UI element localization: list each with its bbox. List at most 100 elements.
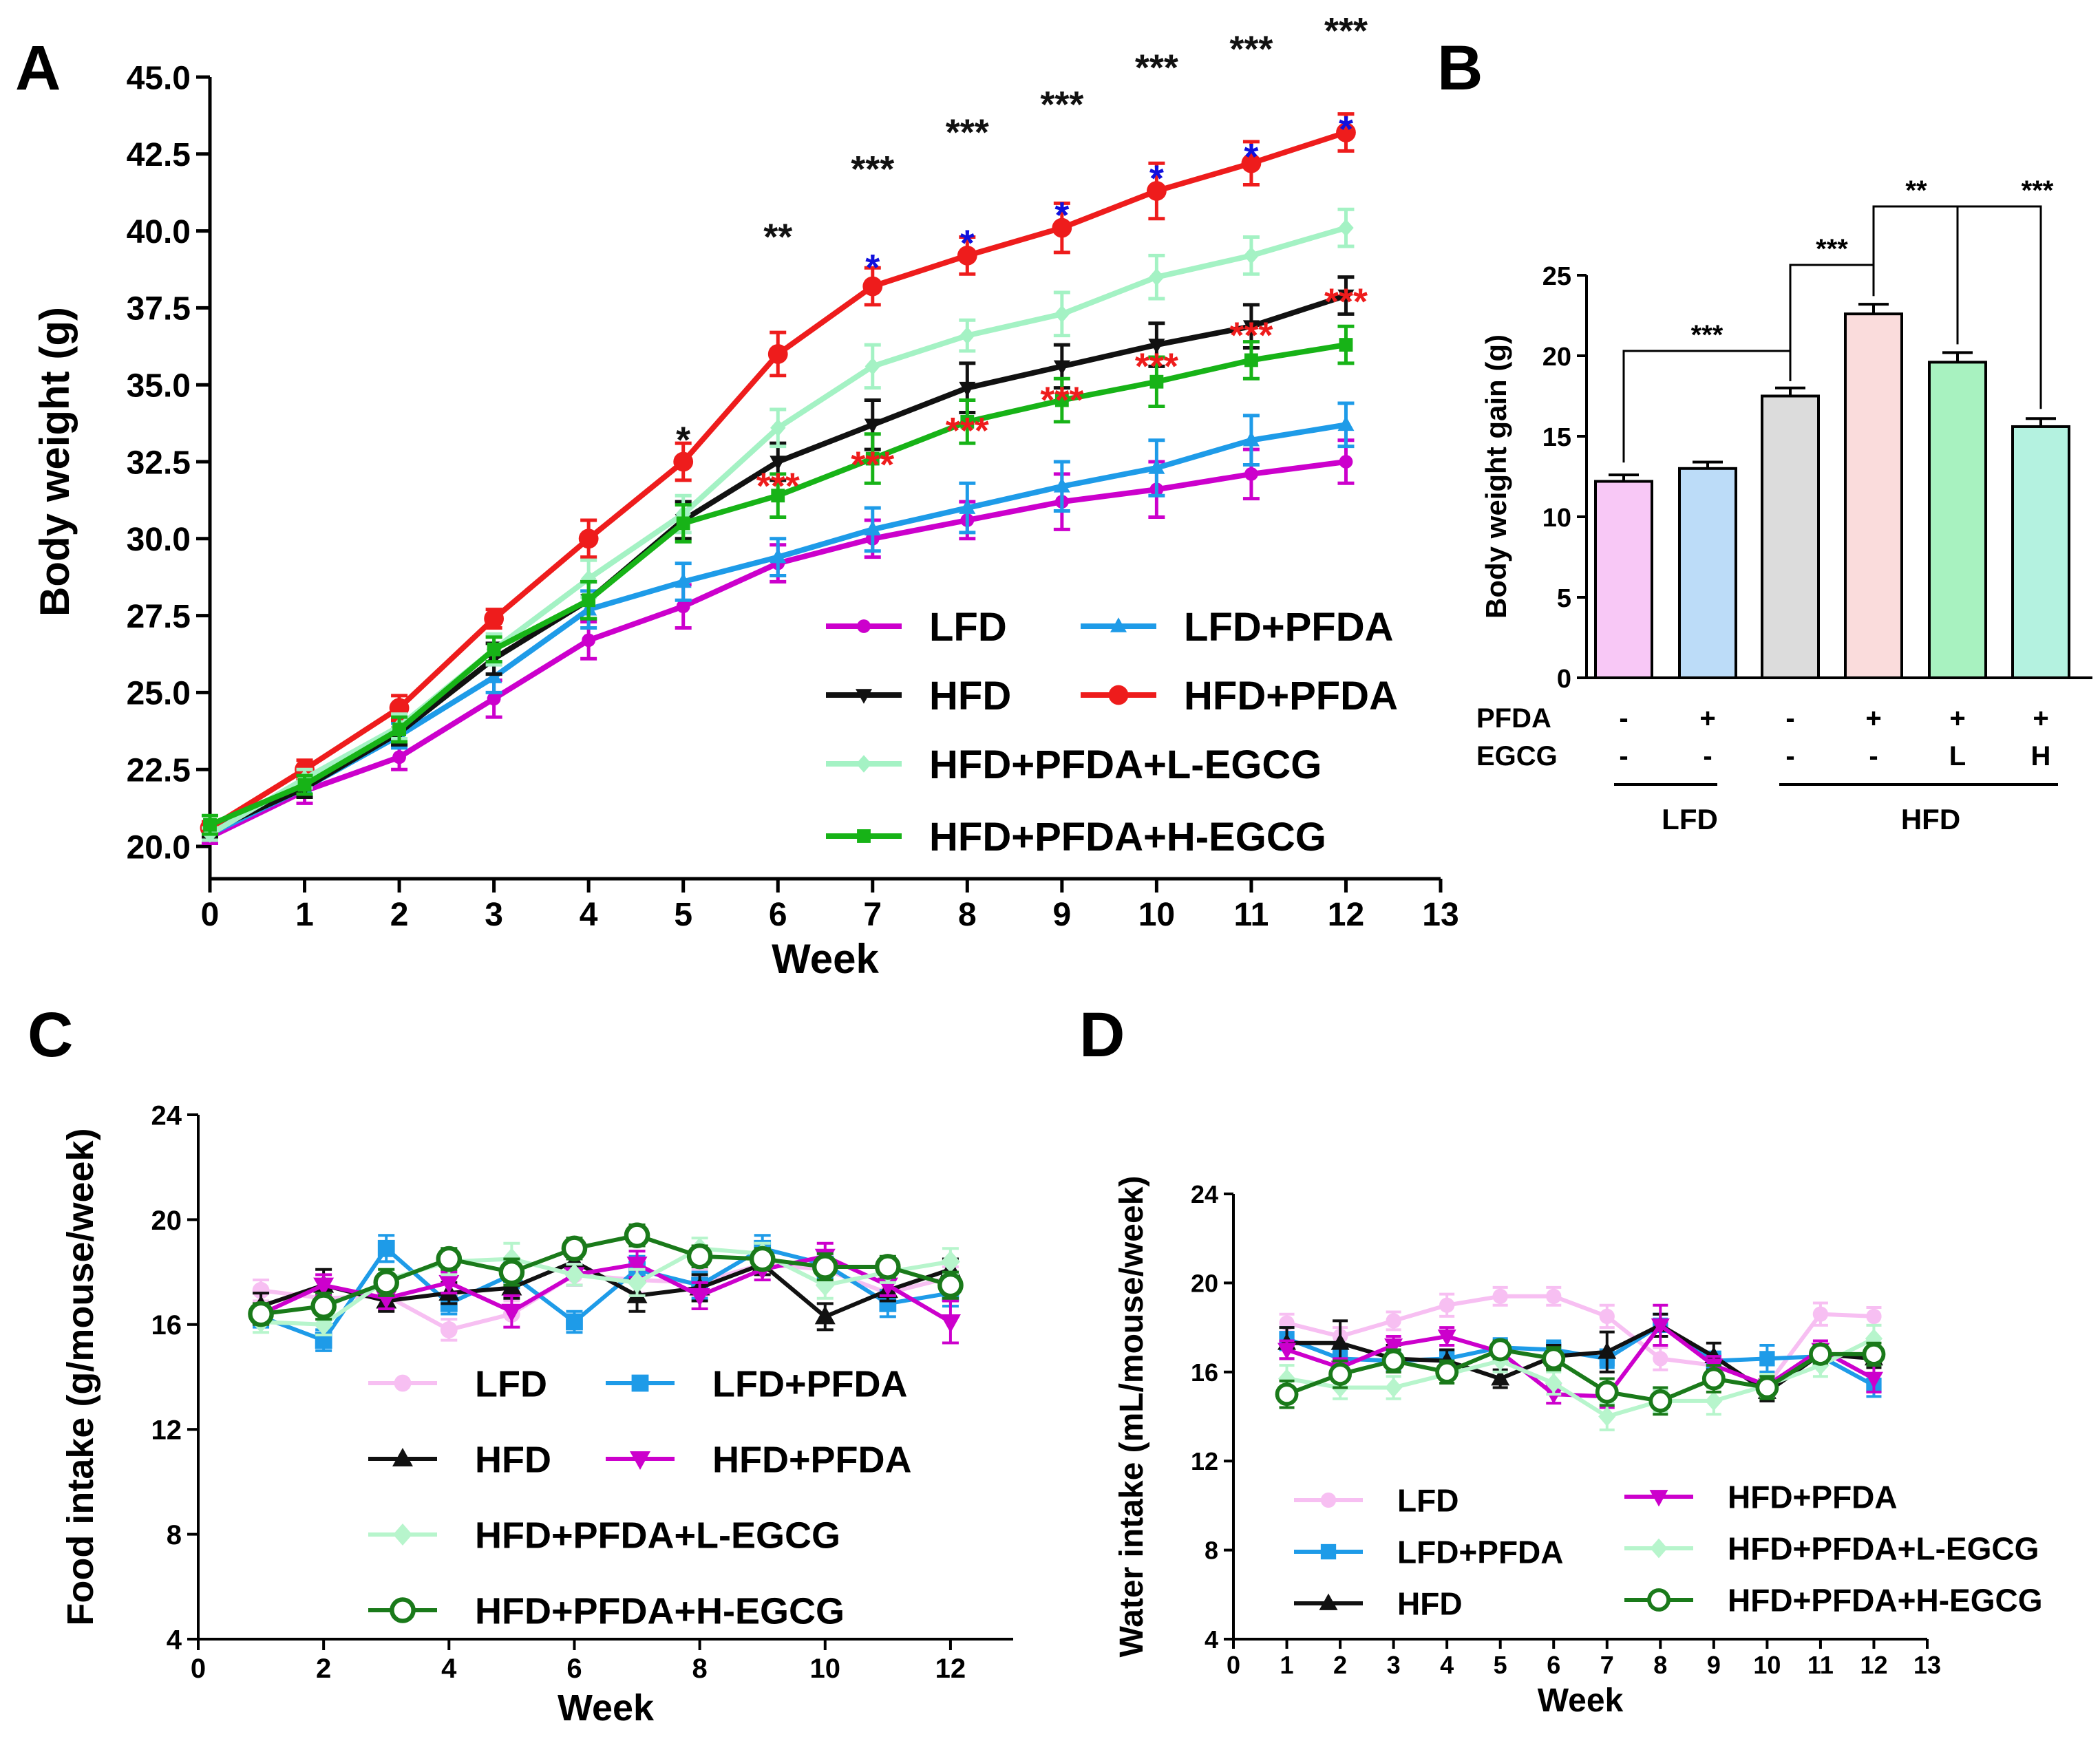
data-point	[1648, 1389, 1673, 1413]
data-point	[1705, 1391, 1723, 1411]
y-tick-label: 5	[1557, 584, 1571, 613]
pfda-sign: -	[1785, 703, 1794, 734]
data-point	[940, 1250, 960, 1273]
significance-mark: ***	[1691, 320, 1724, 350]
data-point	[1385, 1378, 1403, 1398]
x-tick-label: 3	[1387, 1651, 1401, 1679]
pfda-sign: +	[1949, 703, 1965, 734]
significance-mark: *	[1244, 136, 1258, 178]
data-point	[1146, 181, 1167, 201]
x-tick-label: 2	[316, 1654, 331, 1684]
legend-label: HFD	[475, 1439, 551, 1480]
series-lfd	[1279, 1285, 1882, 1398]
legend-label: HFD+PFDA+H-EGCG	[475, 1590, 845, 1632]
data-point	[770, 456, 787, 471]
group-label-hfd: HFD	[1901, 803, 1960, 835]
x-tick-label: 1	[295, 897, 314, 933]
data-point	[1244, 353, 1258, 367]
significance-mark: ***	[1229, 315, 1273, 356]
data-point	[1241, 153, 1262, 173]
data-point	[487, 642, 501, 656]
x-tick-label: 0	[1227, 1651, 1240, 1679]
significance-mark: ***	[1040, 84, 1083, 125]
legend-swatch-marker	[394, 1374, 412, 1392]
data-point	[578, 528, 599, 549]
y-tick-label: 42.5	[127, 137, 191, 173]
data-point	[297, 778, 312, 792]
x-tick-label: 8	[692, 1654, 707, 1684]
panel-label-a: A	[15, 33, 61, 103]
series-hfd-pfda-l-egcg	[251, 1237, 960, 1337]
series-line	[1286, 1294, 1874, 1388]
data-point	[1384, 1338, 1403, 1356]
legend-label: HFD+PFDA+L-EGCG	[929, 742, 1322, 787]
data-point	[1339, 338, 1353, 352]
data-point	[1546, 1288, 1562, 1304]
significance-mark: ***	[946, 111, 989, 153]
y-tick-label: 20	[1542, 343, 1571, 372]
data-point	[487, 692, 501, 706]
data-point	[624, 1222, 650, 1249]
legend-swatch-marker	[857, 829, 871, 843]
x-tick-label: 4	[1440, 1651, 1454, 1679]
x-tick-label: 7	[863, 897, 882, 933]
data-point	[1809, 1343, 1832, 1366]
data-point	[864, 520, 881, 536]
legend-swatch-marker	[1108, 685, 1129, 705]
legend-label: HFD+PFDA+L-EGCG	[1728, 1531, 2039, 1567]
y-tick-label: 37.5	[127, 291, 191, 328]
legend-label: LFD+PFDA	[712, 1363, 908, 1404]
x-tick-label: 5	[1494, 1651, 1507, 1679]
bar	[1678, 467, 1737, 679]
data-point	[436, 1246, 463, 1272]
y-tick-label: 30.0	[127, 522, 191, 558]
legend-label: HFD	[929, 674, 1011, 718]
data-point	[1336, 122, 1356, 142]
data-point	[564, 1263, 584, 1286]
series-hfd-pfda-h-egcg	[1275, 1338, 1886, 1416]
data-point	[1545, 1373, 1562, 1393]
panel-b-weight-gain-chart: 0 5 10 15 20 25 Body weight gain (g) PFDA EGCG - +…	[1476, 175, 2092, 835]
data-point	[959, 381, 976, 397]
significance-mark: ***	[1135, 345, 1178, 387]
legend-item: HFD	[1294, 1586, 1463, 1622]
bar	[1594, 480, 1653, 680]
legend-item: HFD+PFDA	[1081, 674, 1398, 718]
data-point	[1491, 1369, 1510, 1386]
x-axis-title: Week	[772, 936, 879, 982]
data-point	[1328, 1363, 1352, 1386]
legend-swatch-marker	[1110, 617, 1127, 632]
data-point	[377, 1239, 395, 1257]
data-point	[1651, 1318, 1670, 1336]
egcg-row-label: EGCG	[1476, 741, 1558, 771]
data-point	[959, 326, 975, 345]
legend-swatch-marker	[857, 619, 871, 633]
x-tick-label: 3	[485, 897, 503, 933]
y-tick-label: 0	[1557, 665, 1571, 694]
bar	[1844, 312, 1903, 680]
data-point	[675, 573, 692, 588]
legend-label: LFD+PFDA	[1184, 605, 1394, 650]
bar	[2011, 425, 2070, 680]
x-tick-label: 10	[810, 1654, 841, 1684]
data-point	[1148, 459, 1165, 474]
legend-swatch-marker	[856, 755, 872, 773]
legend-item: HFD+PFDA	[606, 1439, 912, 1480]
bar	[1928, 361, 1987, 679]
x-tick-label: 2	[390, 897, 409, 933]
data-point	[1598, 1407, 1616, 1427]
y-axis-title: Water intake (mL/mouse/week)	[1114, 1176, 1150, 1658]
legend-label: HFD+PFDA	[1184, 674, 1398, 718]
data-point	[1755, 1376, 1779, 1400]
comparison-bracket: ***	[1872, 175, 2054, 409]
data-point	[1812, 1306, 1829, 1322]
y-axis-title: Body weight (g)	[32, 307, 78, 617]
data-point	[1149, 374, 1164, 389]
pfda-sign: +	[1699, 703, 1715, 734]
x-tick-label: 8	[1653, 1651, 1667, 1679]
legend-swatch-marker	[631, 1374, 649, 1392]
y-tick-label: 15	[1542, 423, 1571, 452]
significance-mark: **	[1905, 175, 1927, 206]
legend-swatch-marker	[393, 1524, 412, 1546]
